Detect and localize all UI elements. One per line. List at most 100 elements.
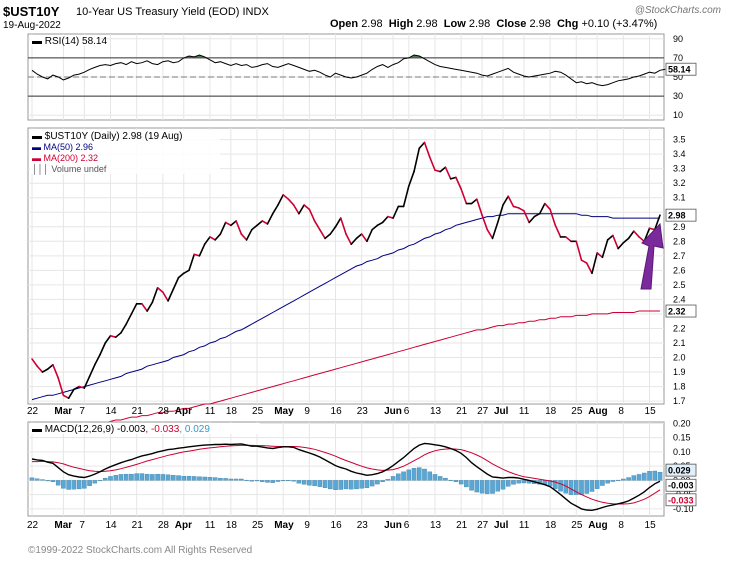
histogram-bar xyxy=(647,471,652,481)
price-segment xyxy=(230,220,237,227)
price-segment xyxy=(298,204,305,215)
price-segment xyxy=(287,198,295,206)
stockcharts-watermark: @StockCharts.com xyxy=(634,5,721,16)
histogram-bar xyxy=(458,480,464,485)
histogram-bar xyxy=(87,480,92,486)
price-segment xyxy=(94,353,101,366)
histogram-bar xyxy=(270,480,275,483)
price-segment xyxy=(313,220,321,231)
price-segment xyxy=(251,224,258,231)
histogram-bar xyxy=(594,480,600,489)
price-segment xyxy=(591,252,599,275)
price-segment xyxy=(339,217,347,235)
price-y-tick-label: 3.3 xyxy=(673,164,686,174)
price-segment xyxy=(334,217,342,228)
x-axis-label: 8 xyxy=(618,406,624,417)
price-segment xyxy=(324,233,332,240)
high-value: 2.98 xyxy=(416,18,438,30)
price-segment xyxy=(167,288,175,302)
rsi-overbought-fill xyxy=(32,55,666,58)
price-segment xyxy=(575,240,583,261)
histogram-bar xyxy=(375,480,380,485)
histogram-bar xyxy=(516,480,521,484)
histogram-bar xyxy=(254,480,260,482)
price-segment xyxy=(46,363,54,370)
histogram-bar xyxy=(652,470,658,481)
price-segment xyxy=(533,212,541,218)
price-segment xyxy=(292,204,300,215)
histogram-bar xyxy=(50,480,56,482)
price-segment xyxy=(517,207,525,212)
price-segment xyxy=(99,342,107,356)
histogram-bar xyxy=(396,473,401,481)
price-segment xyxy=(235,220,243,235)
x-axis-label: 28 xyxy=(158,520,170,531)
histogram-bar xyxy=(55,480,61,486)
rsi-y-tick-label: 10 xyxy=(673,110,683,120)
price-value-tag-box xyxy=(665,208,697,222)
x-axis-label: Mar xyxy=(54,406,72,417)
rsi-y-tick-label: 70 xyxy=(673,53,683,63)
price-segment xyxy=(449,176,457,180)
histogram-bar xyxy=(207,477,213,481)
histogram-bar xyxy=(233,478,239,481)
price-y-tick-label: 3.1 xyxy=(673,193,686,203)
price-y-tick-label: 2.7 xyxy=(673,251,686,261)
histogram-bar xyxy=(312,480,317,486)
macd-signal-tag-box xyxy=(665,493,697,507)
rsi-y-tick-label: 30 xyxy=(673,91,683,101)
histogram-bar xyxy=(123,473,129,481)
histogram-bar xyxy=(338,480,344,490)
price-segment xyxy=(114,332,122,338)
histogram-bar xyxy=(66,480,71,490)
histogram-bar xyxy=(558,480,563,492)
price-segment xyxy=(360,233,368,243)
price-segment xyxy=(277,194,285,206)
macd-y-tick-label: -0.10 xyxy=(673,504,694,514)
price-segment xyxy=(282,194,290,200)
price-segment xyxy=(130,302,138,315)
histogram-bar xyxy=(181,475,187,481)
x-axis-label: 11 xyxy=(519,406,530,417)
x-axis-label: 18 xyxy=(545,520,557,531)
price-segment xyxy=(366,228,373,243)
price-segment xyxy=(203,236,211,246)
rsi-legend: ▬ RSI(14) 58.14 xyxy=(32,36,107,47)
x-axis-label: 16 xyxy=(331,406,343,417)
macd-legend-part: , 0.029 xyxy=(179,424,210,435)
histogram-bar xyxy=(29,477,35,481)
price-legend-entry: ▬ MA(200) 2.32 xyxy=(32,153,98,163)
histogram-bar xyxy=(197,476,202,481)
price-segment xyxy=(528,215,536,224)
price-segment xyxy=(350,237,358,246)
histogram-bar xyxy=(406,469,412,481)
histogram-bar xyxy=(636,474,642,481)
price-segment xyxy=(41,368,49,373)
price-segment xyxy=(219,221,227,235)
price-segment xyxy=(633,230,640,238)
histogram-bar xyxy=(485,480,490,494)
histogram-bar xyxy=(228,478,234,481)
price-segment xyxy=(52,363,59,379)
histogram-bar xyxy=(307,480,312,486)
x-axis-label: 15 xyxy=(645,406,657,417)
macd-signal-tag: -0.033 xyxy=(668,495,694,505)
x-axis-label: 23 xyxy=(357,520,369,531)
price-segment xyxy=(182,269,190,275)
histogram-bar xyxy=(176,475,181,481)
price-segment xyxy=(224,221,232,227)
histogram-bar xyxy=(244,479,249,481)
histogram-bar xyxy=(500,480,506,490)
histogram-bar xyxy=(657,471,663,481)
price-segment xyxy=(439,166,447,173)
histogram-bar xyxy=(348,480,354,490)
histogram-bar xyxy=(333,480,338,490)
price-segment xyxy=(455,176,462,190)
x-axis-label: 18 xyxy=(226,520,238,531)
histogram-bar xyxy=(92,480,98,484)
price-segment xyxy=(387,215,394,219)
histogram-bar xyxy=(144,473,150,481)
histogram-bar xyxy=(600,480,605,486)
macd-legend-bg xyxy=(30,423,260,434)
x-axis-label: 21 xyxy=(456,520,468,531)
